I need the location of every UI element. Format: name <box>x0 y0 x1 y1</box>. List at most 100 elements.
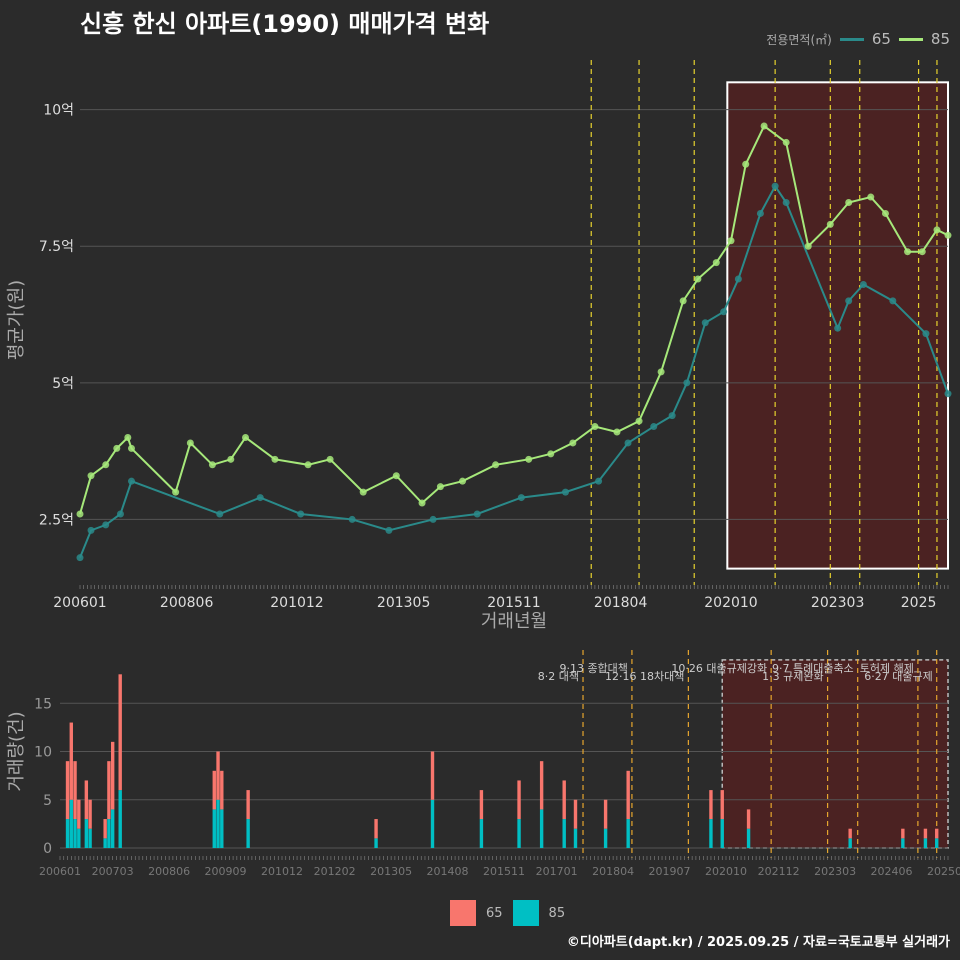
bar-y-tick-label: 5 <box>43 793 52 809</box>
data-point-65 <box>845 297 853 305</box>
x-tick-label: 201804 <box>594 595 648 611</box>
policy-label: 9·13 종합대책 <box>559 662 627 675</box>
data-point-65 <box>734 275 742 283</box>
data-point-85 <box>459 477 467 485</box>
data-point-85 <box>694 275 702 283</box>
data-point-85 <box>127 444 135 452</box>
bar-65 <box>746 809 751 829</box>
data-point-65 <box>683 379 691 387</box>
y-tick-label: 7.5억 <box>39 239 74 255</box>
data-point-85 <box>591 423 599 431</box>
data-point-85 <box>172 488 180 496</box>
bar-65 <box>430 751 435 800</box>
data-point-85 <box>271 455 279 463</box>
bar-65 <box>65 761 70 820</box>
data-point-65 <box>859 280 867 288</box>
data-point-85 <box>782 138 790 146</box>
bar-85 <box>935 838 939 848</box>
bar-65 <box>517 780 521 820</box>
bar-x-tick-label: 201012 <box>261 865 303 878</box>
data-point-85 <box>87 472 95 480</box>
data-point-85 <box>113 444 121 452</box>
data-point-65 <box>87 526 95 534</box>
bar-x-tick-label: 202112 <box>758 865 800 878</box>
x-tick-label: 200601 <box>53 595 106 611</box>
x-tick-label: 202010 <box>704 595 757 611</box>
bar-y-tick-label: 15 <box>34 696 52 712</box>
bar-65 <box>901 828 905 839</box>
x-minor-ticks <box>79 585 949 589</box>
bar-x-tick-label: 201907 <box>649 865 691 878</box>
data-point-85 <box>326 455 334 463</box>
bar-x-tick-label: 201305 <box>370 865 412 878</box>
bar-85 <box>562 819 566 848</box>
data-point-85 <box>944 231 952 239</box>
bar-x-tick-label: 201701 <box>536 865 578 878</box>
data-point-65 <box>385 526 393 534</box>
bar-85 <box>479 819 484 848</box>
bar-85 <box>603 828 608 848</box>
bar-x-tick-label: 200601 <box>39 865 81 878</box>
bar-65 <box>374 819 378 839</box>
bar-85 <box>107 819 111 848</box>
bar-85 <box>212 809 216 848</box>
bar-65 <box>77 799 81 829</box>
data-point-85 <box>904 248 912 256</box>
bar-legend: 65 85 <box>450 900 565 926</box>
data-point-65 <box>76 554 84 562</box>
data-point-65 <box>668 412 676 420</box>
data-point-65 <box>771 182 779 190</box>
bar-65 <box>73 761 77 820</box>
data-point-85 <box>742 160 750 168</box>
data-point-65 <box>650 423 658 431</box>
legend-label-65: 65 <box>871 30 891 48</box>
bar-85 <box>539 809 544 848</box>
bar-85 <box>77 828 81 848</box>
bar-85 <box>220 809 224 848</box>
bar-85 <box>901 838 905 848</box>
data-point-85 <box>657 368 665 376</box>
x-tick-label: 202303 <box>811 595 864 611</box>
bar-65 <box>923 828 928 839</box>
policy-label: 12·16 18차대책 <box>605 670 684 683</box>
data-point-65 <box>782 199 790 207</box>
footer-credit: ©디아파트(dapt.kr) / 2025.09.25 / 자료=국토교통부 실… <box>566 935 950 950</box>
bar-85 <box>73 819 77 848</box>
data-point-65 <box>348 515 356 523</box>
x-axis-label: 거래년월 <box>481 611 547 632</box>
data-point-85 <box>918 248 926 256</box>
policy-label: 8·2 대책 <box>538 670 579 683</box>
bar-65 <box>212 770 216 810</box>
data-point-85 <box>359 488 367 496</box>
x-tick-label: 201305 <box>377 595 430 611</box>
data-point-85 <box>635 417 643 425</box>
policy-label: 9·7 특례대출축소 <box>772 662 854 675</box>
bar-65 <box>603 799 608 829</box>
bar-85 <box>69 799 73 848</box>
data-point-65 <box>889 297 897 305</box>
bar-85 <box>746 828 751 848</box>
bar-65 <box>220 770 224 810</box>
data-point-85 <box>569 439 577 447</box>
bar-85 <box>103 838 107 848</box>
data-point-65 <box>429 515 437 523</box>
data-point-65 <box>624 439 632 447</box>
policy-label: 토허제 해제 <box>860 661 914 675</box>
policy-label: 6·27 대출규제 <box>864 670 932 683</box>
bar-highlight-box <box>721 659 949 849</box>
data-point-85 <box>881 209 889 217</box>
bar-85 <box>84 819 89 848</box>
bar-x-tick-label: 200909 <box>205 865 247 878</box>
data-point-85 <box>712 259 720 267</box>
data-point-85 <box>418 499 426 507</box>
bar-65 <box>709 790 713 820</box>
bar-85 <box>65 819 70 848</box>
bar-85 <box>923 838 928 848</box>
bar-85 <box>848 838 852 848</box>
data-point-85 <box>227 455 235 463</box>
y-tick-label: 2.5억 <box>39 512 74 528</box>
bar-legend-swatch-65 <box>450 900 476 926</box>
bar-legend-label-85: 85 <box>548 905 566 921</box>
bar-x-tick-label: 201804 <box>592 865 634 878</box>
